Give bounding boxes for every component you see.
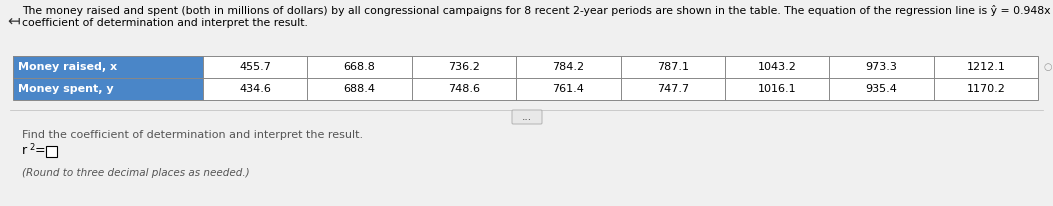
Text: 1170.2: 1170.2 [967, 84, 1006, 94]
Text: 668.8: 668.8 [343, 62, 376, 72]
Text: ...: ... [522, 112, 532, 122]
Text: 688.4: 688.4 [343, 84, 376, 94]
Text: 935.4: 935.4 [866, 84, 897, 94]
Text: 787.1: 787.1 [657, 62, 689, 72]
Text: coefficient of determination and interpret the result.: coefficient of determination and interpr… [22, 18, 307, 28]
Text: ○: ○ [1044, 62, 1053, 72]
Text: Money spent, y: Money spent, y [18, 84, 114, 94]
Text: Find the coefficient of determination and interpret the result.: Find the coefficient of determination an… [22, 130, 363, 140]
Text: 2: 2 [29, 144, 35, 152]
Text: 747.7: 747.7 [657, 84, 689, 94]
Text: 455.7: 455.7 [239, 62, 271, 72]
FancyBboxPatch shape [512, 110, 542, 124]
Text: 1043.2: 1043.2 [757, 62, 796, 72]
Text: 973.3: 973.3 [866, 62, 897, 72]
Text: 736.2: 736.2 [448, 62, 480, 72]
Bar [46, 145, 57, 157]
Text: ↤: ↤ [7, 14, 20, 29]
Text: 434.6: 434.6 [239, 84, 271, 94]
Bar [13, 56, 203, 78]
Text: r: r [22, 144, 27, 158]
Bar [13, 56, 1038, 100]
Text: 1212.1: 1212.1 [967, 62, 1006, 72]
Text: 748.6: 748.6 [448, 84, 480, 94]
Text: 761.4: 761.4 [553, 84, 584, 94]
Text: 1016.1: 1016.1 [758, 84, 796, 94]
Text: (Round to three decimal places as needed.): (Round to three decimal places as needed… [22, 168, 250, 178]
Text: Money raised, x: Money raised, x [18, 62, 117, 72]
Bar [13, 78, 203, 100]
Text: =: = [35, 144, 45, 158]
Text: 784.2: 784.2 [552, 62, 584, 72]
Bar [13, 56, 1038, 100]
Text: The money raised and spent (both in millions of dollars) by all congressional ca: The money raised and spent (both in mill… [22, 5, 1053, 16]
